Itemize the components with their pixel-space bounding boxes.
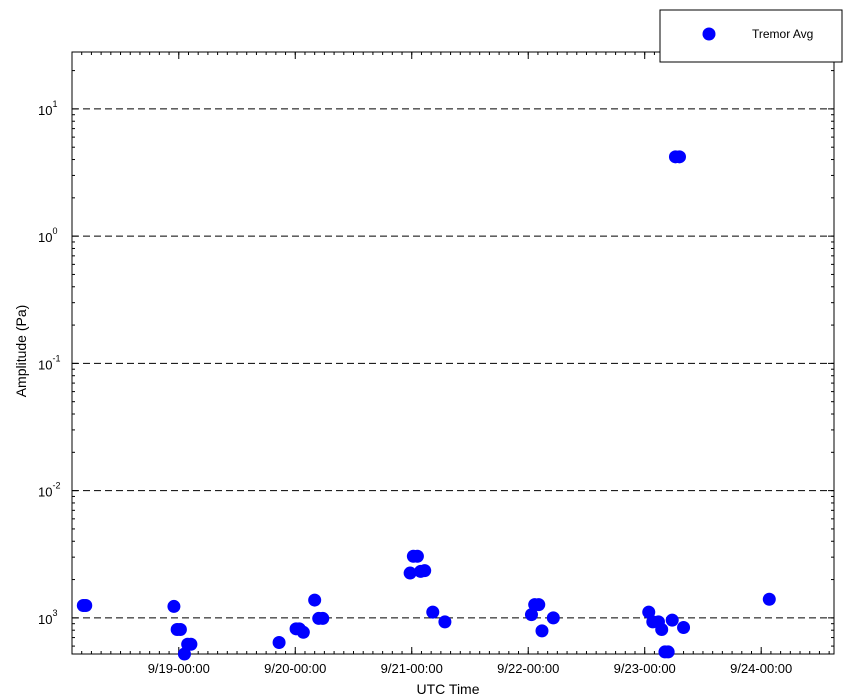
legend-marker-icon [702,27,716,41]
data-point [677,620,691,634]
x-axis-title: UTC Time [417,681,480,697]
data-point [532,598,546,612]
data-point [184,637,198,651]
y-axis-title: Amplitude (Pa) [13,305,29,398]
legend: Tremor Avg [659,9,843,63]
data-point [167,599,181,613]
data-point [535,624,549,638]
data-point [272,636,286,650]
y-tick-label: 101 [38,99,57,118]
y-tick-label: 10-1 [38,353,60,372]
data-point [672,150,686,164]
data-point [403,566,417,580]
data-point [173,623,187,637]
y-tick-label: 10-2 [38,481,60,500]
data-point [661,645,675,659]
plot-area-frame [71,51,835,655]
data-point [418,564,432,578]
data-point [79,599,93,613]
data-point [438,615,452,629]
x-tick-label: 9/21-00:00 [381,661,443,676]
legend-box [659,9,843,63]
y-axis-ticks: 103 10-2 10-1 100 101 [38,99,834,627]
x-tick-label: 9/23-00:00 [614,661,676,676]
x-tick-label: 9/19-00:00 [148,661,210,676]
y-tick-label: 100 [38,226,57,245]
data-point [762,592,776,606]
x-tick-label: 9/20-00:00 [264,661,326,676]
grid-lines [72,108,834,619]
x-tick-label: 9/24-00:00 [730,661,792,676]
data-point [524,608,538,622]
data-point [410,549,424,563]
data-point [546,611,560,625]
y-tick-label: 103 [38,608,57,627]
data-point [426,605,440,619]
x-axis-ticks: 9/19-00:00 9/20-00:00 9/21-00:00 9/22-00:00… [148,52,792,676]
minor-ticks [71,52,834,654]
data-point [308,593,322,607]
data-point [642,605,656,619]
data-point [316,611,330,625]
data-point [655,623,669,637]
legend-label-tremor-avg: Tremor Avg [752,27,813,41]
data-point [665,613,679,627]
x-tick-label: 9/22-00:00 [497,661,559,676]
data-point [296,625,310,639]
data-points [76,150,776,661]
